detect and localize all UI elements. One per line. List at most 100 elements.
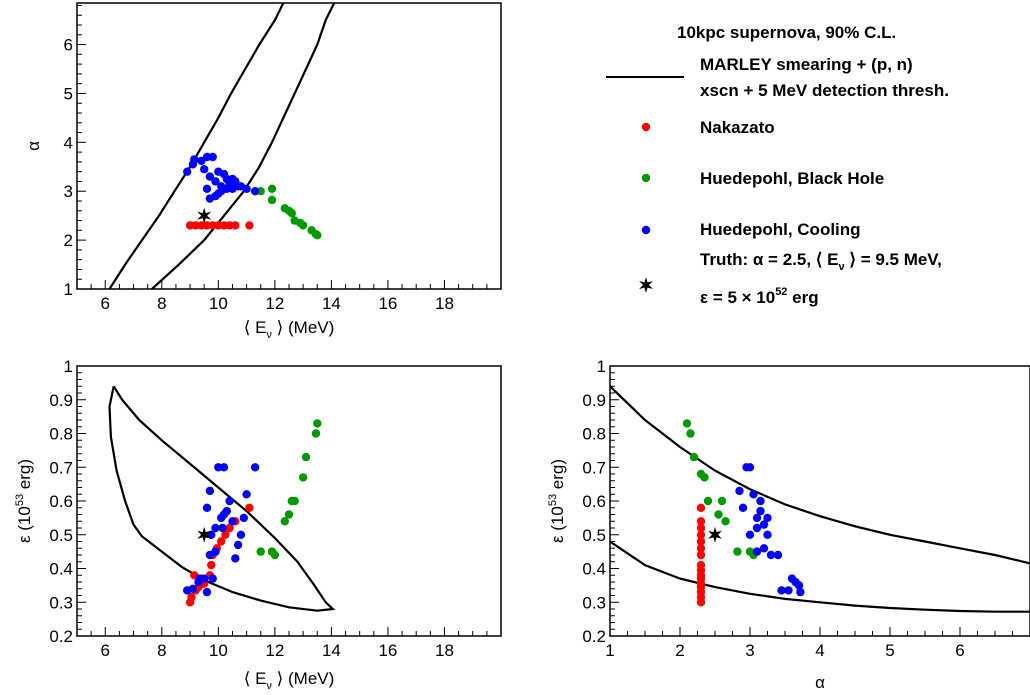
data-point [696, 537, 706, 546]
legend-contour-label-1: MARLEY smearing + (p, n) [700, 55, 913, 74]
legend-black-hole-label: Huedepohl, Black Hole [700, 169, 884, 188]
x-tick-label: 4 [815, 641, 824, 660]
y-tick-label: 1 [597, 357, 606, 376]
y-tick-label: 0.8 [49, 425, 73, 444]
data-point [200, 574, 209, 583]
data-point [284, 510, 294, 519]
data-point [250, 463, 260, 472]
x-tick-label: 8 [157, 641, 166, 660]
data-point [721, 517, 730, 526]
data-point [208, 574, 217, 583]
legend-cooling-marker [641, 225, 651, 235]
contour-90cl [108, 385, 336, 612]
legend-cooling-label: Huedepohl, Cooling [700, 220, 861, 239]
series-huedepohl-cooling [183, 152, 260, 203]
x-axis-label: α [815, 673, 825, 692]
y-axis-label: α [24, 141, 43, 151]
y-tick-label: 4 [64, 133, 73, 152]
data-point [211, 177, 220, 186]
data-point [228, 517, 237, 526]
data-point [202, 587, 212, 597]
y-axis-label: ε (1053 erg) [14, 459, 34, 543]
data-point [752, 547, 762, 556]
data-point [700, 473, 709, 482]
legend-nakazato-marker [641, 122, 651, 132]
data-point [208, 152, 217, 162]
data-point [239, 513, 248, 523]
data-point [714, 510, 723, 519]
legend-nakazato-label: Nakazato [700, 118, 775, 137]
data-point [218, 523, 227, 533]
data-point [267, 184, 277, 193]
data-point [696, 560, 706, 570]
data-point [696, 530, 706, 539]
y-tick-label: 0.7 [49, 458, 73, 477]
x-tick-label: 12 [265, 641, 284, 660]
data-point [214, 189, 223, 198]
data-point [205, 486, 215, 496]
data-point [187, 593, 196, 602]
data-point [211, 523, 220, 533]
y-tick-label: 0.7 [582, 458, 606, 477]
data-point [733, 547, 742, 556]
series-nakazato [696, 503, 706, 607]
data-point [222, 506, 231, 516]
data-point [301, 452, 311, 462]
data-point [717, 496, 727, 506]
y-tick-label: 1 [64, 280, 73, 299]
x-tick-label: 8 [157, 294, 166, 313]
data-point [236, 530, 246, 539]
data-point [745, 530, 755, 539]
x-tick-label: 5 [885, 641, 894, 660]
data-point [298, 473, 308, 482]
data-point [696, 517, 706, 526]
data-point [207, 560, 216, 570]
data-point [287, 209, 296, 218]
series-nakazato [185, 221, 254, 230]
x-tick-label: 3 [745, 641, 754, 660]
data-point [188, 584, 198, 593]
panel-epsilon-vs-alpha: 1 2 3 4 5 6 0.2 0.3 0.4 0.5 0.6 0.7 0.8 0.9 1 α ε (105… [547, 357, 1030, 692]
data-point [794, 581, 804, 590]
legend-truth-star-icon [639, 277, 653, 293]
x-tick-label: 6 [955, 641, 964, 660]
data-point [745, 463, 755, 472]
data-point [752, 523, 762, 533]
data-point [280, 517, 289, 526]
data-point [738, 503, 748, 512]
y-tick-label: 0.4 [49, 560, 73, 579]
data-point [773, 550, 783, 560]
data-point [221, 530, 230, 539]
data-point [233, 540, 243, 550]
data-point [267, 195, 277, 205]
x-tick-label: 6 [101, 641, 110, 660]
y-tick-label: 3 [64, 182, 73, 201]
data-point [219, 463, 229, 472]
data-point [231, 554, 240, 563]
data-point [311, 429, 321, 438]
data-point [298, 221, 308, 230]
data-point [313, 419, 322, 428]
x-tick-label: 6 [101, 294, 110, 313]
data-point [202, 184, 212, 193]
data-point [202, 503, 212, 512]
data-point [256, 547, 265, 556]
series-huedepohl-black-hole [256, 419, 322, 560]
data-point [759, 544, 769, 553]
data-point [777, 586, 786, 595]
y-tick-label: 0.6 [49, 492, 73, 511]
y-tick-label: 0.8 [582, 425, 606, 444]
x-tick-label: 12 [265, 294, 284, 313]
x-tick-label: 18 [435, 641, 454, 660]
data-point [233, 182, 243, 191]
truth-star-icon [197, 207, 212, 224]
y-tick-label: 0.9 [49, 391, 73, 410]
data-point [749, 490, 758, 499]
y-tick-label: 0.5 [582, 526, 606, 545]
x-tick-label: 14 [322, 294, 341, 313]
data-point [703, 496, 713, 506]
data-point [290, 496, 299, 506]
data-point [183, 167, 192, 176]
